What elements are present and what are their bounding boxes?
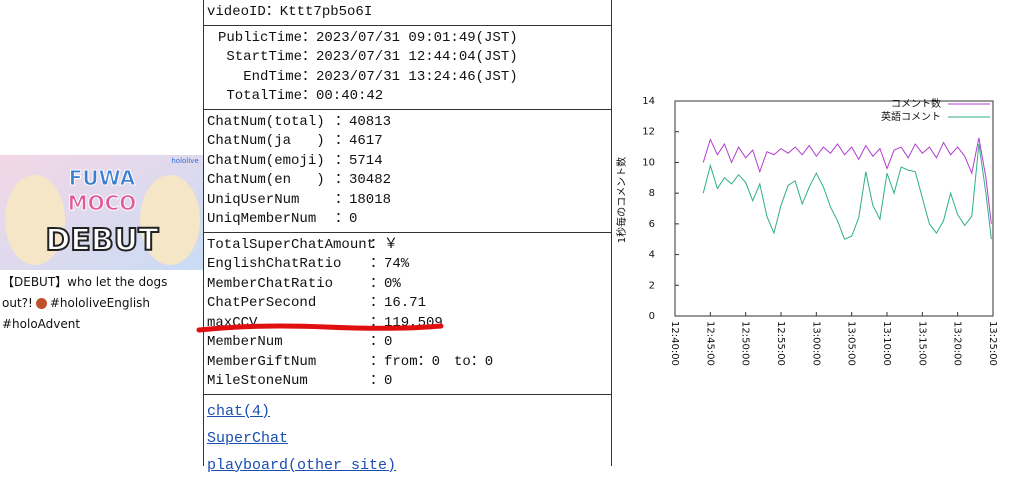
info-label: ChatNum(en ): [207, 172, 325, 188]
info-value: ：from：0 to：0: [370, 353, 494, 370]
info-row: MemberNum ：0: [207, 333, 611, 353]
info-label: ChatNum(ja ): [207, 133, 325, 149]
info-label: PublicTime: [217, 29, 302, 46]
thumb-text: FUWA: [69, 166, 136, 190]
info-label: MileStoneNum: [207, 373, 308, 389]
x-tick-label: 13:10:00: [881, 321, 892, 366]
info-row: TotalSuperChatAmount：￥: [207, 236, 611, 256]
info-label: ChatNum(emoji): [207, 152, 325, 169]
info-value: ：2023/07/31 13:24:46(JST): [302, 68, 518, 85]
info-row: ChatNum(total) ：40813: [207, 113, 611, 133]
info-row: EnglishChatRatio ：74%: [207, 255, 611, 275]
x-tick-label: 13:00:00: [810, 321, 821, 366]
info-label: ChatNum(total): [207, 113, 325, 130]
y-tick-label: 8: [649, 188, 655, 199]
y-tick-label: 0: [649, 311, 655, 322]
link[interactable]: SuperChat: [207, 429, 289, 447]
y-tick-label: 2: [649, 280, 655, 291]
info-label: MemberChatRatio: [207, 275, 334, 292]
x-tick-label: 13:05:00: [846, 321, 857, 366]
x-tick-label: 12:55:00: [775, 321, 786, 366]
character: [140, 175, 200, 265]
info-value: ：0: [370, 373, 393, 389]
info-label: EnglishChatRatio: [207, 256, 342, 272]
info-row: PublicTime：2023/07/31 09:01:49(JST): [207, 29, 611, 49]
thumb-text: MOCO: [68, 191, 137, 215]
link[interactable]: chat(4): [207, 402, 271, 420]
thumb-text: DEBUT: [45, 223, 159, 258]
stats-section: TotalSuperChatAmount：￥ EnglishChatRatio ：7…: [196, 233, 611, 395]
video-panel: FUWA MOCO DEBUT hololive 【DEBUT】who let …: [0, 0, 203, 466]
y-tick-label: 12: [642, 127, 655, 138]
chat-section: ChatNum(total) ：40813 ChatNum(ja ) ：4617 Cha…: [204, 110, 611, 233]
x-tick-label: 12:50:00: [740, 321, 751, 366]
y-tick-label: 4: [649, 250, 655, 261]
time-section: PublicTime：2023/07/31 09:01:49(JST) Start…: [204, 26, 611, 110]
video-title[interactable]: 【DEBUT】who let the dogs out?! #hololiveEn…: [2, 272, 200, 335]
character: [5, 175, 65, 265]
info-value: ：0%: [370, 275, 401, 292]
plot-frame: [674, 100, 994, 317]
info-label: TotalTime: [226, 88, 302, 104]
info-value: ：30482: [335, 172, 392, 188]
title-text: 【DEBUT】who let the dogs out?!: [2, 275, 168, 310]
info-label: UniqMemberNum: [207, 211, 317, 227]
y-tick-label: 6: [649, 219, 655, 230]
x-tick-label: 13:25:00: [987, 321, 998, 366]
info-value: ：18018: [335, 191, 392, 208]
legend-label: 英語コメント: [881, 110, 941, 123]
info-value: ：74%: [370, 256, 410, 272]
thumbnail[interactable]: FUWA MOCO DEBUT hololive: [0, 155, 203, 270]
x-tick-label: 12:45:00: [704, 321, 715, 366]
info-label: EndTime: [243, 68, 302, 85]
info-value: ：16.71: [370, 295, 427, 311]
info-row: MileStoneNum ：0: [207, 372, 611, 392]
page: FUWA MOCO DEBUT hololive 【DEBUT】who let …: [0, 0, 998, 474]
info-label: UniqUserNum: [207, 191, 300, 208]
y-axis-title: 1秒毎のコメント数: [615, 157, 628, 243]
info-row: StartTime：2023/07/31 12:44:04(JST): [207, 48, 611, 68]
info-value: ：2023/07/31 12:44:04(JST): [302, 49, 518, 65]
info-row: MemberGiftNum ：from：0 to：0: [207, 353, 611, 373]
info-label: MemberNum: [207, 334, 283, 350]
legend-label: コメント数: [891, 97, 941, 110]
info-label: TotalSuperChatAmount: [207, 236, 376, 253]
tags: #hololiveEnglish #holoAdvent: [2, 296, 151, 331]
series-line: [702, 143, 992, 240]
info-value: ：4617: [335, 133, 383, 149]
info-row: ChatPerSecond ：16.71: [207, 294, 611, 314]
info-row: TotalTime：00:40:42: [207, 87, 611, 107]
info-row: ChatNum(ja ) ：4617: [207, 132, 611, 152]
red-underline: [196, 323, 444, 332]
info-row: UniqMemberNum ：0: [207, 210, 611, 230]
info-value: ：￥: [370, 236, 398, 253]
info-label: ChatPerSecond: [207, 295, 317, 311]
info-value: ：0: [370, 334, 393, 350]
id-section: videoID：Kttt7pb5o6I: [204, 0, 611, 26]
info-row: ChatNum(en ) ：30482: [207, 171, 611, 191]
info-label: MemberGiftNum: [207, 353, 317, 370]
info-value: ：40813: [335, 113, 392, 130]
info-row: UniqUserNum ：18018: [207, 191, 611, 211]
x-tick-label: 13:15:00: [916, 321, 927, 366]
info-label: StartTime: [226, 49, 302, 65]
video-id: videoID：Kttt7pb5o6I: [207, 4, 373, 20]
info-value: ：00:40:42: [302, 88, 384, 104]
thumb-logo: hololive: [171, 157, 198, 165]
y-tick-label: 14: [642, 96, 655, 107]
x-tick-label: 13:20:00: [952, 321, 963, 366]
info-row: EndTime：2023/07/31 13:24:46(JST): [207, 68, 611, 88]
chart: 1秒毎のコメント数 0 2 4 6 8 10 12 14 12:40:00 12:45:00 12:…: [615, 96, 998, 366]
paw-icon: [35, 298, 47, 309]
series-line: [702, 137, 992, 224]
info-row: ChatNum(emoji) ：5714: [207, 152, 611, 172]
x-tick-label: 12:40:00: [669, 321, 680, 366]
info-value: ：5714: [335, 152, 383, 169]
info-value: ：2023/07/31 09:01:49(JST): [302, 29, 518, 46]
info-value: ：0: [335, 211, 358, 227]
y-tick-label: 10: [642, 157, 655, 168]
link[interactable]: playboard(other site): [207, 456, 397, 474]
info-row: MemberChatRatio ：0%: [207, 275, 611, 295]
info-table: videoID：Kttt7pb5o6I PublicTime：2023/07/3…: [196, 0, 612, 474]
